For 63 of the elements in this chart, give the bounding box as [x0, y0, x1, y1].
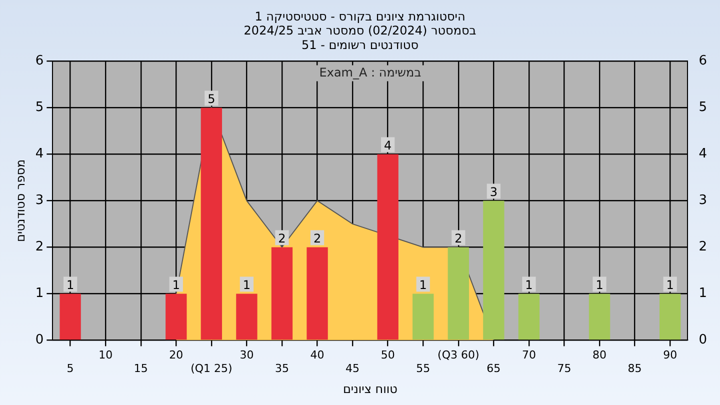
- bar: [60, 294, 81, 340]
- y-tick-label: 0: [35, 332, 44, 348]
- data-label: 1: [66, 278, 74, 292]
- y-tick-label: 4: [35, 146, 44, 162]
- x-tick-label: 30: [240, 348, 254, 362]
- data-label: 1: [666, 278, 674, 292]
- x-tick-label: 20: [169, 348, 184, 362]
- data-label: 1: [242, 278, 251, 292]
- y2-tick-label: 1: [698, 286, 708, 302]
- bar: [377, 154, 398, 340]
- bar: [448, 247, 469, 340]
- y-tick-label: 2: [35, 240, 44, 255]
- x-tick-label: 40: [310, 348, 324, 362]
- bar: [271, 247, 293, 340]
- chart-title: היסטוגרמת ציונים בקורס - סטטיסטיקה 1: [254, 9, 466, 24]
- bar: [306, 247, 328, 340]
- y2-tick-label: 6: [698, 54, 708, 69]
- x-tick-label: 65: [486, 362, 501, 375]
- bar: [660, 294, 681, 340]
- data-label: 4: [384, 138, 392, 152]
- data-label: 1: [596, 278, 604, 292]
- x-tick-label: 35: [274, 362, 289, 375]
- x-axis-title: טווח ציונים: [342, 382, 398, 396]
- x-tick-label: 70: [522, 348, 536, 362]
- data-label: 2: [313, 231, 322, 246]
- bar: [236, 294, 258, 340]
- x-tick-label: 10: [98, 348, 113, 362]
- y-tick-label: 5: [35, 100, 44, 116]
- x-tick-label: 5: [66, 362, 74, 375]
- data-label: 5: [208, 92, 216, 106]
- bar: [200, 108, 222, 340]
- y2-tick-label: 3: [698, 193, 708, 208]
- x-tick-label: 15: [134, 362, 148, 375]
- chart-subtitle: בסמסטר (02/2024) סמסטר אביב 2024/25 סטודנטים רשומים - 51: [244, 24, 476, 52]
- bar: [412, 294, 434, 340]
- y2-tick-label: 0: [698, 332, 708, 348]
- x-tick-label: (Q1 25): [190, 362, 232, 375]
- y-tick-label: 3: [35, 193, 44, 208]
- x-tick-label: 55: [416, 362, 430, 375]
- x-tick-label: 75: [557, 362, 572, 375]
- bar: [588, 294, 610, 340]
- y2-tick-label: 2: [698, 240, 708, 255]
- x-tick-label: (Q3 60): [438, 348, 480, 362]
- data-label: 1: [172, 278, 180, 292]
- x-tick-label: 45: [346, 362, 360, 375]
- x-tick-label: 90: [663, 348, 678, 362]
- y2-tick-label: 5: [698, 100, 708, 116]
- bar: [518, 294, 540, 340]
- y-tick-label: 6: [35, 54, 44, 69]
- bar: [483, 200, 504, 340]
- data-label: 2: [454, 231, 462, 246]
- y-axis-title: מספר סטודנטים: [13, 159, 28, 242]
- annotation: במשימה : Exam_A: [319, 65, 422, 80]
- x-tick-label: 80: [592, 348, 607, 362]
- x-tick-label: 50: [380, 348, 395, 362]
- x-tick-label: 85: [628, 362, 642, 375]
- y2-tick-label: 4: [698, 146, 708, 162]
- data-label: 1: [419, 278, 427, 292]
- y-tick-label: 1: [35, 286, 44, 302]
- data-label: 3: [490, 184, 498, 199]
- data-label: 2: [278, 231, 286, 246]
- bar: [166, 294, 187, 340]
- data-label: 1: [525, 278, 533, 292]
